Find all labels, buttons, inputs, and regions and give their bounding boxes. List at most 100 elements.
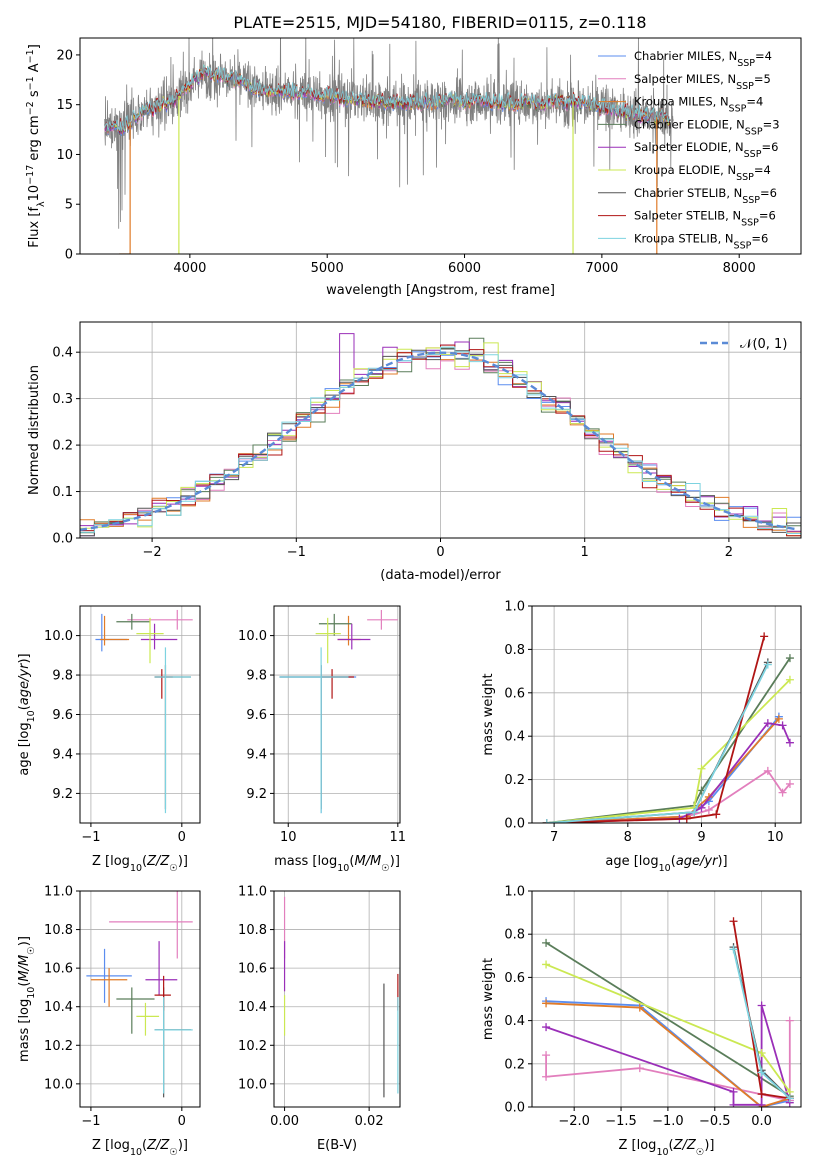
legend-entry: Chabrier STELIB, NSSP=6 (634, 186, 777, 206)
label-part: =3 (763, 117, 780, 131)
errorbar-point (321, 669, 354, 699)
age_vs_z-plot-area (95, 609, 193, 814)
y-tick-label: 10.6 (44, 962, 73, 977)
label-part: )] (17, 936, 32, 946)
label-part: Salpeter STELIB, N (634, 209, 741, 223)
label-part: E(B-V) (317, 1138, 357, 1153)
y-tick-label: 0 (65, 248, 73, 263)
label-part: Chabrier STELIB, N (634, 186, 742, 200)
x-tick-label: 0.02 (355, 1114, 384, 1129)
label-part: λ (36, 201, 47, 207)
y-tick-label: 9.8 (246, 669, 267, 684)
y-tick-label: 0.0 (52, 532, 73, 547)
weight-point-marker (690, 808, 699, 817)
label-part: )] (17, 653, 32, 663)
weight-point-marker (778, 788, 787, 797)
x-axis-label: mass [log10(M/M☉)] (274, 854, 400, 874)
age_vs_z-axes: −1 09.29.49.69.810.0Z [log10(Z/Z☉)]age [l… (17, 605, 201, 874)
y-tick-label: 0.1 (52, 485, 73, 500)
label-part: =4 (755, 49, 772, 63)
x-axis-label: wavelength [Angstrom, rest frame] (326, 283, 555, 298)
weight-point-marker (757, 1068, 766, 1077)
label-part: SSP (737, 58, 755, 69)
x-axis-label: Z [log10(Z/Z☉)] (92, 1138, 188, 1158)
y-tick-label: 11.0 (44, 885, 73, 900)
legend-entry: Salpeter STELIB, NSSP=6 (634, 209, 776, 229)
label-part: =6 (759, 209, 776, 223)
spectrum-drop (119, 121, 131, 254)
label-part: −2 (25, 101, 36, 115)
y-tick-label: 10 (56, 148, 73, 163)
label-part: )] (704, 1138, 714, 1153)
weight-series-line (546, 636, 766, 823)
weight-point-marker (542, 819, 551, 823)
weight-point-marker (682, 814, 691, 823)
label-part: =5 (754, 72, 771, 86)
y-axis-label: mass weight (481, 673, 496, 755)
weight-point-marker (542, 1023, 551, 1032)
weight_vs_z-panel: −2.0 −1.5 −1.0 −0.5 0.0 0.0 0.2 0.4 0.6 0.8 1.0 Z [… (481, 885, 802, 1158)
y-tick-label: 10.0 (44, 629, 73, 644)
label-part: Z [log (92, 1138, 130, 1153)
label-part: ( (671, 854, 676, 869)
x-tick-label: 2 (725, 545, 733, 560)
x-tick-label: 0 (178, 1114, 186, 1129)
weight_vs_age-plot-area (542, 632, 794, 823)
y-tick-label: 0.4 (504, 1014, 525, 1029)
spectrum-model-line (104, 63, 671, 132)
errorbar-point (145, 941, 178, 996)
label-part: )] (390, 854, 400, 869)
weight-point-marker (774, 714, 783, 723)
y-axis-label: Normed distribution (27, 365, 42, 495)
weight-point-marker (729, 945, 738, 954)
x-tick-label: 10 (767, 830, 784, 845)
normal-curve (80, 351, 799, 532)
y-axis-label: mass weight (481, 958, 496, 1040)
x-tick-label: 0.00 (270, 1114, 299, 1129)
label-part: A (27, 63, 42, 76)
label-part: )] (178, 854, 188, 869)
label-part: ☉ (381, 863, 390, 874)
label-part: age/yr (17, 662, 32, 705)
errorbar-point (127, 609, 193, 630)
label-part: 10 (337, 863, 349, 874)
weight-point-marker (704, 805, 713, 814)
y-tick-label: 9.6 (246, 708, 267, 723)
label-part: ( (17, 982, 32, 987)
x-axis-label: age [log10(age/yr)] (605, 854, 727, 874)
y-axis-label: Flux [fλ10−17 erg cm−2 s−1 A−1] (25, 44, 47, 248)
weight-series-line (545, 1005, 791, 1106)
label-part: Z/Z (146, 1138, 170, 1153)
errorbar-point (154, 975, 171, 1011)
y-tick-label: 9.2 (246, 787, 267, 802)
y-tick-label: 9.2 (52, 787, 73, 802)
errorbar-point (154, 665, 191, 810)
label-part: ☉ (169, 863, 178, 874)
label-part: =4 (754, 163, 771, 177)
label-part: age [log (17, 722, 32, 775)
y-tick-label: 9.6 (52, 708, 73, 723)
x-axis-label: Z [log10(Z/Z☉)] (619, 1138, 715, 1158)
errorbar-point (90, 968, 128, 1007)
label-part: Z [log (619, 1138, 657, 1153)
weight-point-marker (763, 660, 772, 669)
errorbar-point (136, 1002, 160, 1036)
mass_vs_z-axes: −1 010.010.210.410.610.811.0Z [log10(Z/Z☉… (17, 885, 201, 1158)
axes-frame (79, 890, 201, 1108)
errorbar-point (337, 623, 371, 650)
errorbar-point (367, 609, 398, 630)
weight-point-marker (542, 960, 551, 969)
axes-frame (79, 37, 802, 255)
legend-entry: Kroupa STELIB, NSSP=6 (634, 231, 768, 251)
errorbar-point (315, 617, 341, 664)
label-part: M/M (17, 955, 32, 982)
label-part: SSP (736, 172, 754, 183)
x-tick-label: −1.5 (605, 1114, 637, 1129)
label-part: age/yr (676, 854, 719, 869)
y-tick-label: 10.4 (238, 1000, 267, 1015)
x-axis-label: Z [log10(Z/Z☉)] (92, 854, 188, 874)
label-part: ( (142, 854, 147, 869)
label-part: −1 (25, 76, 36, 90)
label-part: M/M (354, 854, 381, 869)
